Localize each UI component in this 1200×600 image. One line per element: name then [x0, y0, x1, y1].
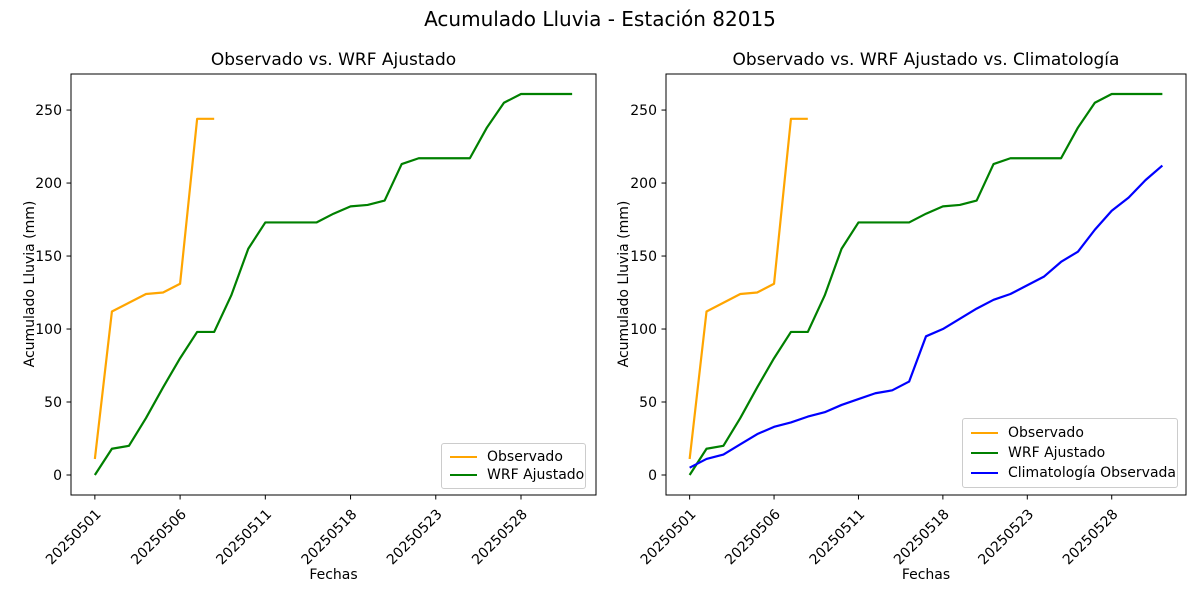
y-tick-label: 150 [35, 249, 62, 265]
left-chart-legend: Observado WRF Ajustado [441, 443, 586, 489]
left-chart-xlabel: Fechas [309, 567, 358, 583]
legend-line-sample [450, 456, 477, 458]
legend-label: Observado [487, 449, 563, 465]
x-tick-label: 20250528 [469, 507, 531, 569]
x-tick-label: 20250501 [43, 507, 105, 569]
y-tick-label: 50 [44, 395, 62, 411]
legend-label: Observado [1008, 425, 1084, 441]
left-chart-ylabel: Acumulado Lluvia (mm) [22, 200, 38, 368]
x-tick-label: 20250518 [299, 507, 361, 569]
series-line-observado [688, 117, 808, 460]
series-line-wrf-ajustado [688, 92, 1163, 476]
legend-entry: Observado [971, 423, 1169, 443]
legend-entry: WRF Ajustado [450, 466, 584, 484]
x-tick-label: 20250501 [638, 507, 700, 569]
series-line-observado [93, 117, 215, 460]
y-tick-label: 0 [648, 468, 657, 484]
x-tick-label: 20250528 [1060, 507, 1122, 569]
x-tick-label: 20250523 [975, 507, 1037, 569]
series-line-wrf-ajustado [93, 92, 573, 476]
y-tick-label: 100 [35, 322, 62, 338]
y-tick-label: 250 [630, 103, 657, 119]
legend-line-sample [450, 474, 477, 476]
right-chart-title: Observado vs. WRF Ajustado vs. Climatolo… [732, 50, 1120, 70]
x-tick-label: 20250518 [891, 507, 953, 569]
legend-line-sample [971, 452, 998, 454]
x-tick-label: 20250506 [128, 506, 190, 568]
legend-line-sample [971, 432, 998, 434]
x-tick-label: 20250506 [722, 506, 784, 568]
series-line-climatolog-a-observada [689, 164, 1164, 469]
y-tick-label: 200 [630, 176, 657, 192]
right-chart-frame [665, 73, 1187, 496]
left-chart-axes: 0 50 100 150 200 250 20250501 20250506 20250511 2… [35, 73, 597, 569]
left-chart-title: Observado vs. WRF Ajustado [210, 50, 457, 70]
right-chart-xlabel: Fechas [901, 567, 951, 583]
right-chart-ylabel: Acumulado Lluvia (mm) [616, 200, 632, 368]
x-tick-label: 20250511 [807, 507, 869, 569]
y-tick-label: 100 [630, 322, 657, 338]
legend-label: WRF Ajustado [487, 467, 585, 483]
figure-title: Acumulado Lluvia - Estación 82015 [424, 7, 776, 31]
right-chart-axes: 0 50 100 150 200 250 20250501 20250506 20250511 2… [630, 73, 1187, 569]
y-tick-label: 50 [639, 395, 657, 411]
y-tick-label: 150 [630, 249, 657, 265]
y-tick-label: 250 [35, 103, 62, 119]
x-tick-label: 20250511 [213, 507, 275, 569]
legend-label: WRF Ajustado [1008, 445, 1106, 461]
y-tick-label: 0 [53, 468, 62, 484]
legend-entry: WRF Ajustado [971, 443, 1169, 463]
y-tick-label: 200 [35, 176, 62, 192]
left-chart-frame [70, 73, 597, 496]
legend-label: Climatología Observada [1008, 465, 1176, 481]
legend-entry: Observado [450, 448, 577, 466]
x-tick-label: 20250523 [384, 507, 446, 569]
right-chart-legend: Observado WRF Ajustado Climatología Observ… [962, 418, 1178, 488]
legend-entry: Climatología Observada [971, 463, 1176, 483]
legend-line-sample [971, 472, 998, 474]
